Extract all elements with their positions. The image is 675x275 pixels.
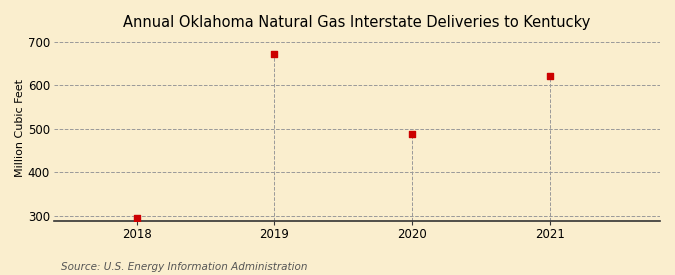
Point xyxy=(407,132,418,137)
Point xyxy=(545,74,556,78)
Point xyxy=(132,216,142,220)
Y-axis label: Million Cubic Feet: Million Cubic Feet xyxy=(15,79,25,177)
Text: Source: U.S. Energy Information Administration: Source: U.S. Energy Information Administ… xyxy=(61,262,307,272)
Point xyxy=(269,52,280,56)
Title: Annual Oklahoma Natural Gas Interstate Deliveries to Kentucky: Annual Oklahoma Natural Gas Interstate D… xyxy=(124,15,591,30)
